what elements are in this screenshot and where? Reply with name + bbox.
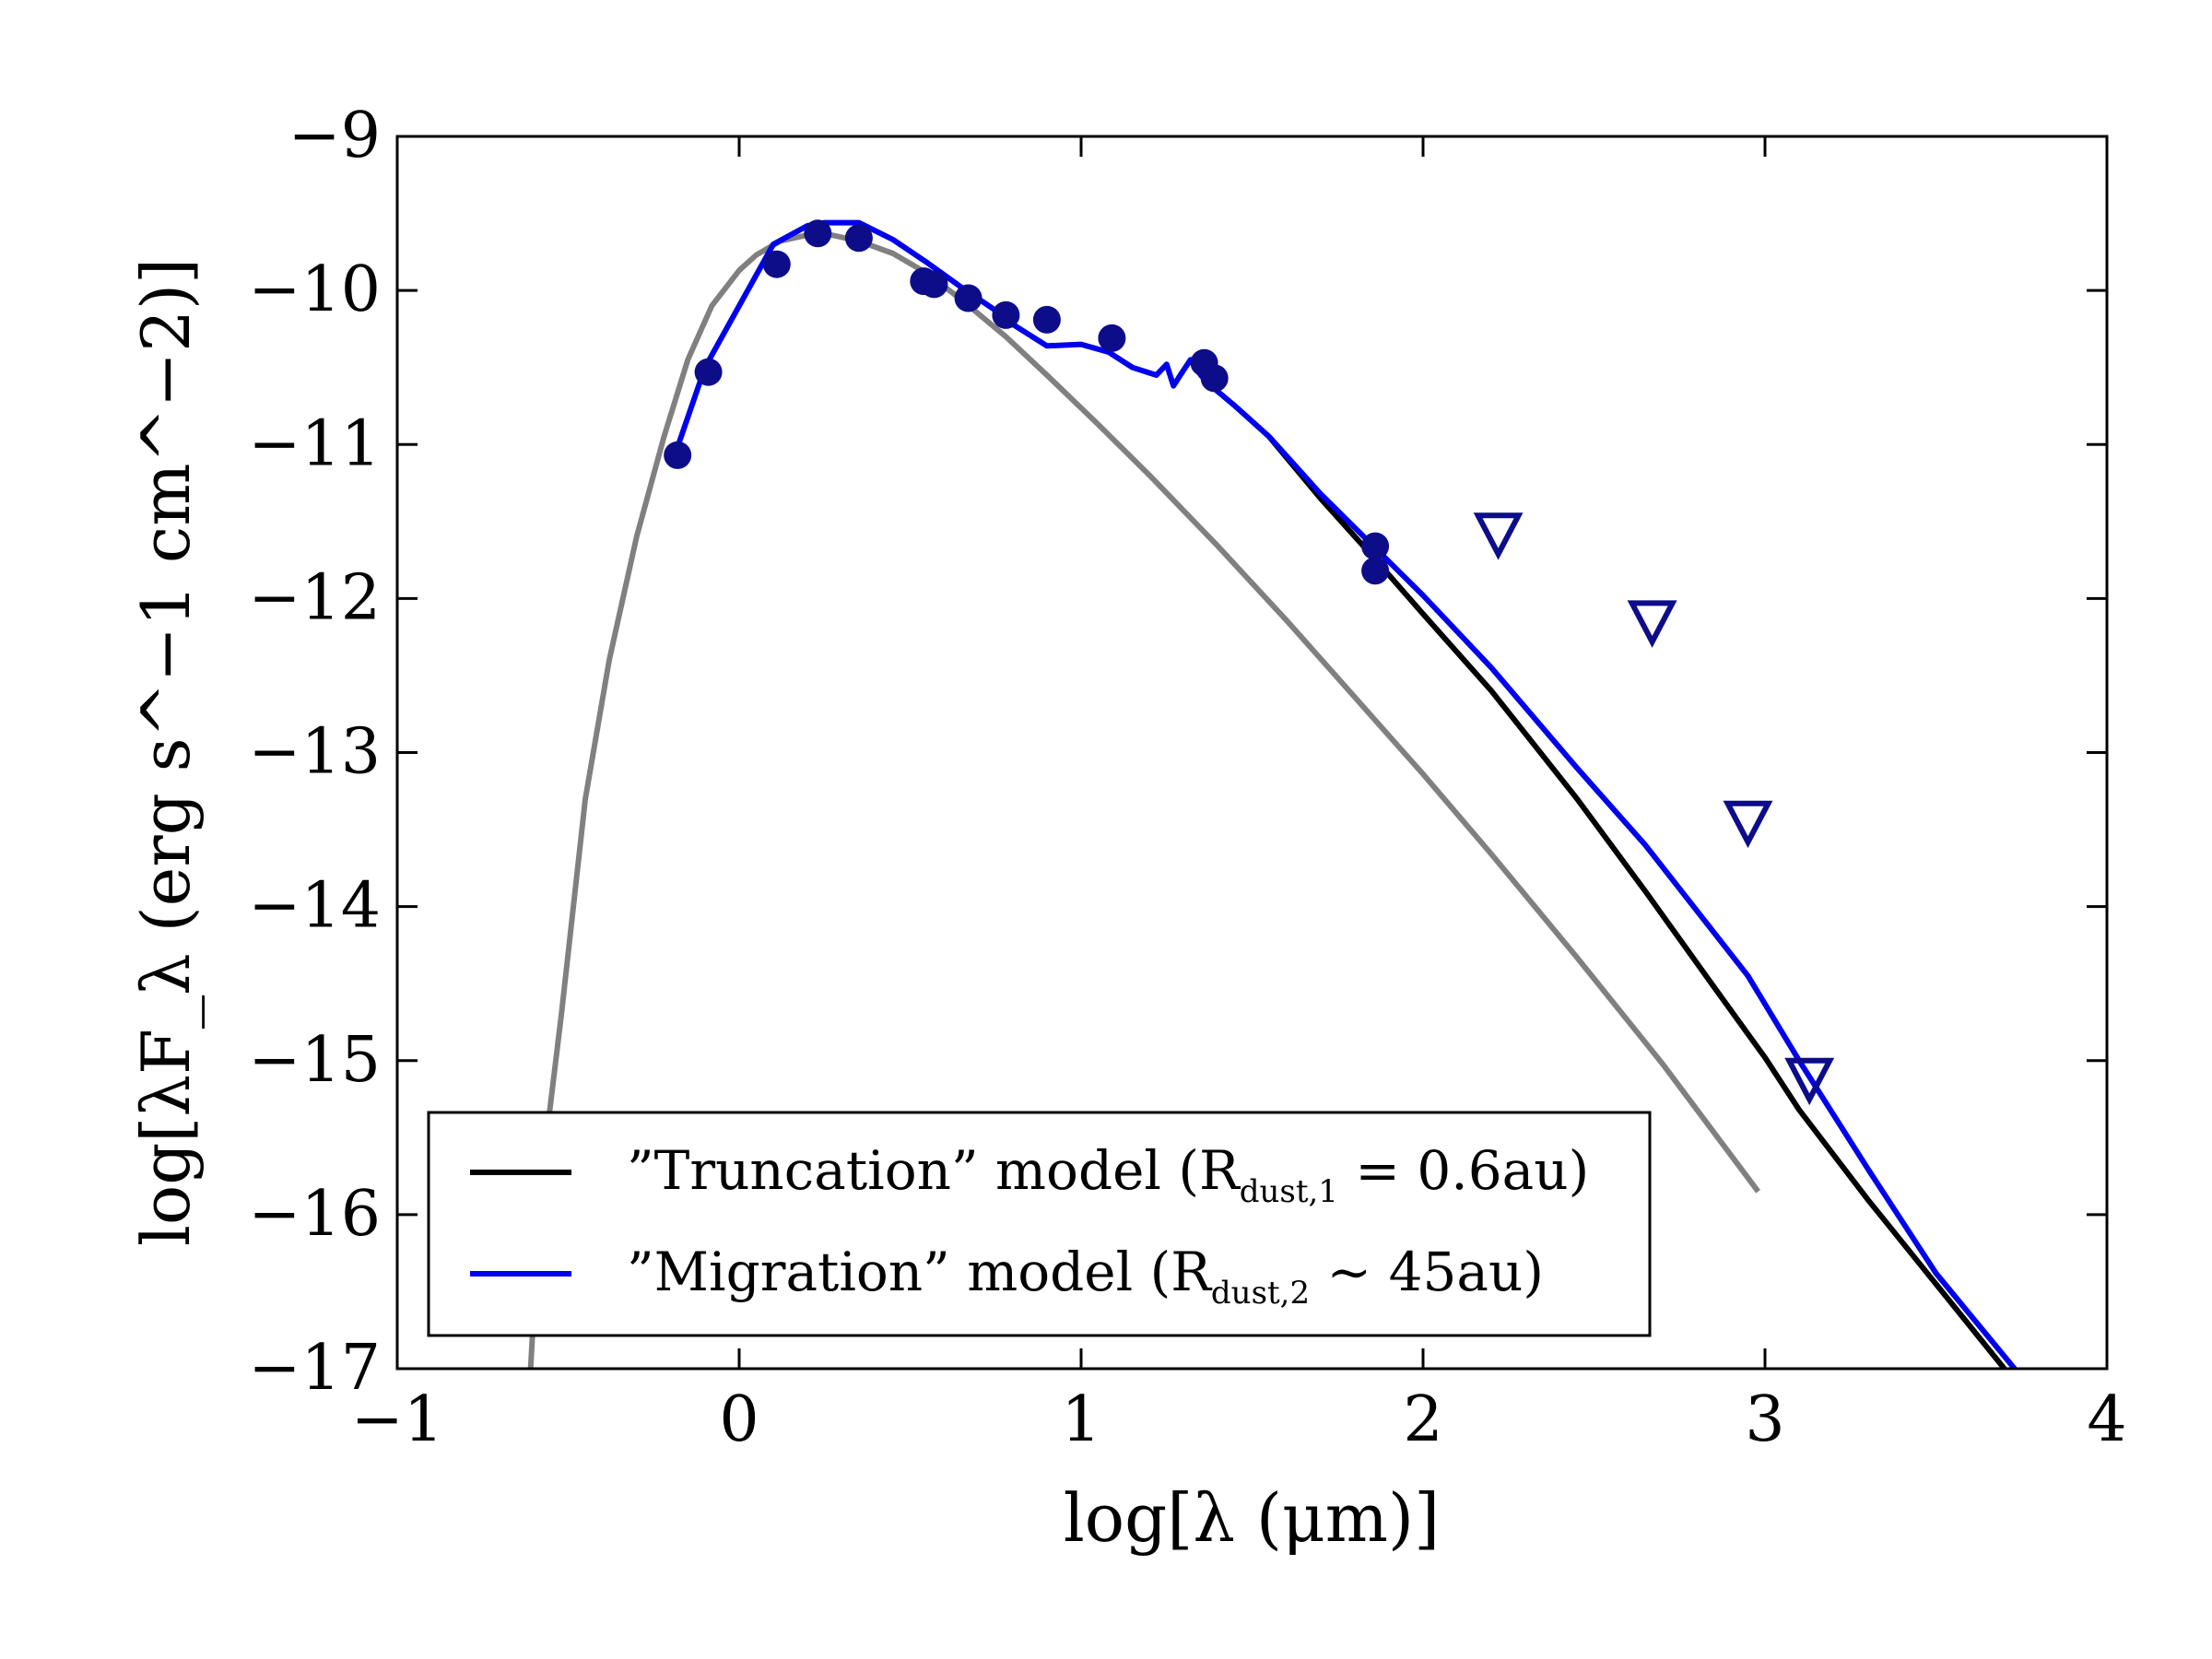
upper-limit-marker [1627, 600, 1677, 648]
data-point [762, 250, 791, 278]
data-point [954, 284, 982, 312]
y-tick-label: −12 [248, 561, 381, 634]
upper-limit-marker [1784, 1057, 1835, 1106]
ticks-layer: −1 0 1 2 3 4−9−10−11−12−13−14−15−16−17 [248, 100, 2126, 1456]
y-tick-label: −17 [248, 1332, 381, 1405]
legend-label-truncation-sub: dust,1 [1240, 1173, 1338, 1210]
legend-label-migration-sub: dust,2 [1211, 1275, 1310, 1312]
y-tick-label: −13 [248, 716, 381, 789]
legend-label-migration: ”Migration” model (Rdust,2 ∼ 45au) [627, 1241, 1544, 1312]
y-tick-label: −15 [248, 1024, 381, 1097]
upper-limit-marker [1723, 800, 1773, 849]
data-point [844, 224, 873, 253]
x-tick-label: 2 [1403, 1383, 1442, 1456]
upper-limit-marker [1473, 512, 1524, 560]
data-point [664, 441, 692, 469]
x-tick-label: −1 [351, 1383, 443, 1456]
y-tick-label: −10 [248, 253, 381, 326]
data-point [1361, 532, 1390, 560]
x-tick-label: 4 [2087, 1383, 2126, 1456]
y-axis-title: log[λF_λ (erg s^−1 cm^−2)] [127, 258, 205, 1246]
legend-label-truncation: ”Truncation” model (Rdust,1 = 0.6au) [627, 1139, 1589, 1210]
legend-label-truncation-pre: ”Truncation” model (R [627, 1139, 1241, 1202]
points-layer [664, 219, 1835, 1106]
y-tick-label: −16 [248, 1178, 381, 1251]
data-point [992, 300, 1020, 329]
series-line-stellar_photosphere [527, 232, 1761, 1369]
y-tick-label: −11 [248, 407, 381, 480]
y-tick-label: −9 [288, 100, 381, 172]
x-axis-title: log[λ (μm)] [1064, 1479, 1440, 1557]
data-point [920, 270, 948, 299]
x-tick-label: 3 [1745, 1383, 1784, 1456]
data-point [1032, 305, 1061, 334]
data-point [804, 219, 832, 248]
data-point [1200, 364, 1229, 393]
legend-label-migration-post: ∼ 45au) [1310, 1241, 1544, 1303]
series-line-migration [671, 219, 2018, 1369]
data-point [694, 358, 723, 386]
legend-box [427, 1111, 1652, 1337]
legend-label-truncation-post: = 0.6au) [1338, 1139, 1589, 1202]
x-tick-label: 0 [719, 1383, 759, 1456]
y-tick-label: −14 [248, 870, 381, 943]
legend: ”Truncation” model (Rdust,1 = 0.6au) ”Mi… [427, 1111, 1652, 1337]
legend-label-migration-pre: ”Migration” model (R [627, 1241, 1213, 1303]
x-tick-label: 1 [1061, 1383, 1100, 1456]
data-point [1098, 324, 1126, 352]
data-point [1361, 557, 1390, 585]
